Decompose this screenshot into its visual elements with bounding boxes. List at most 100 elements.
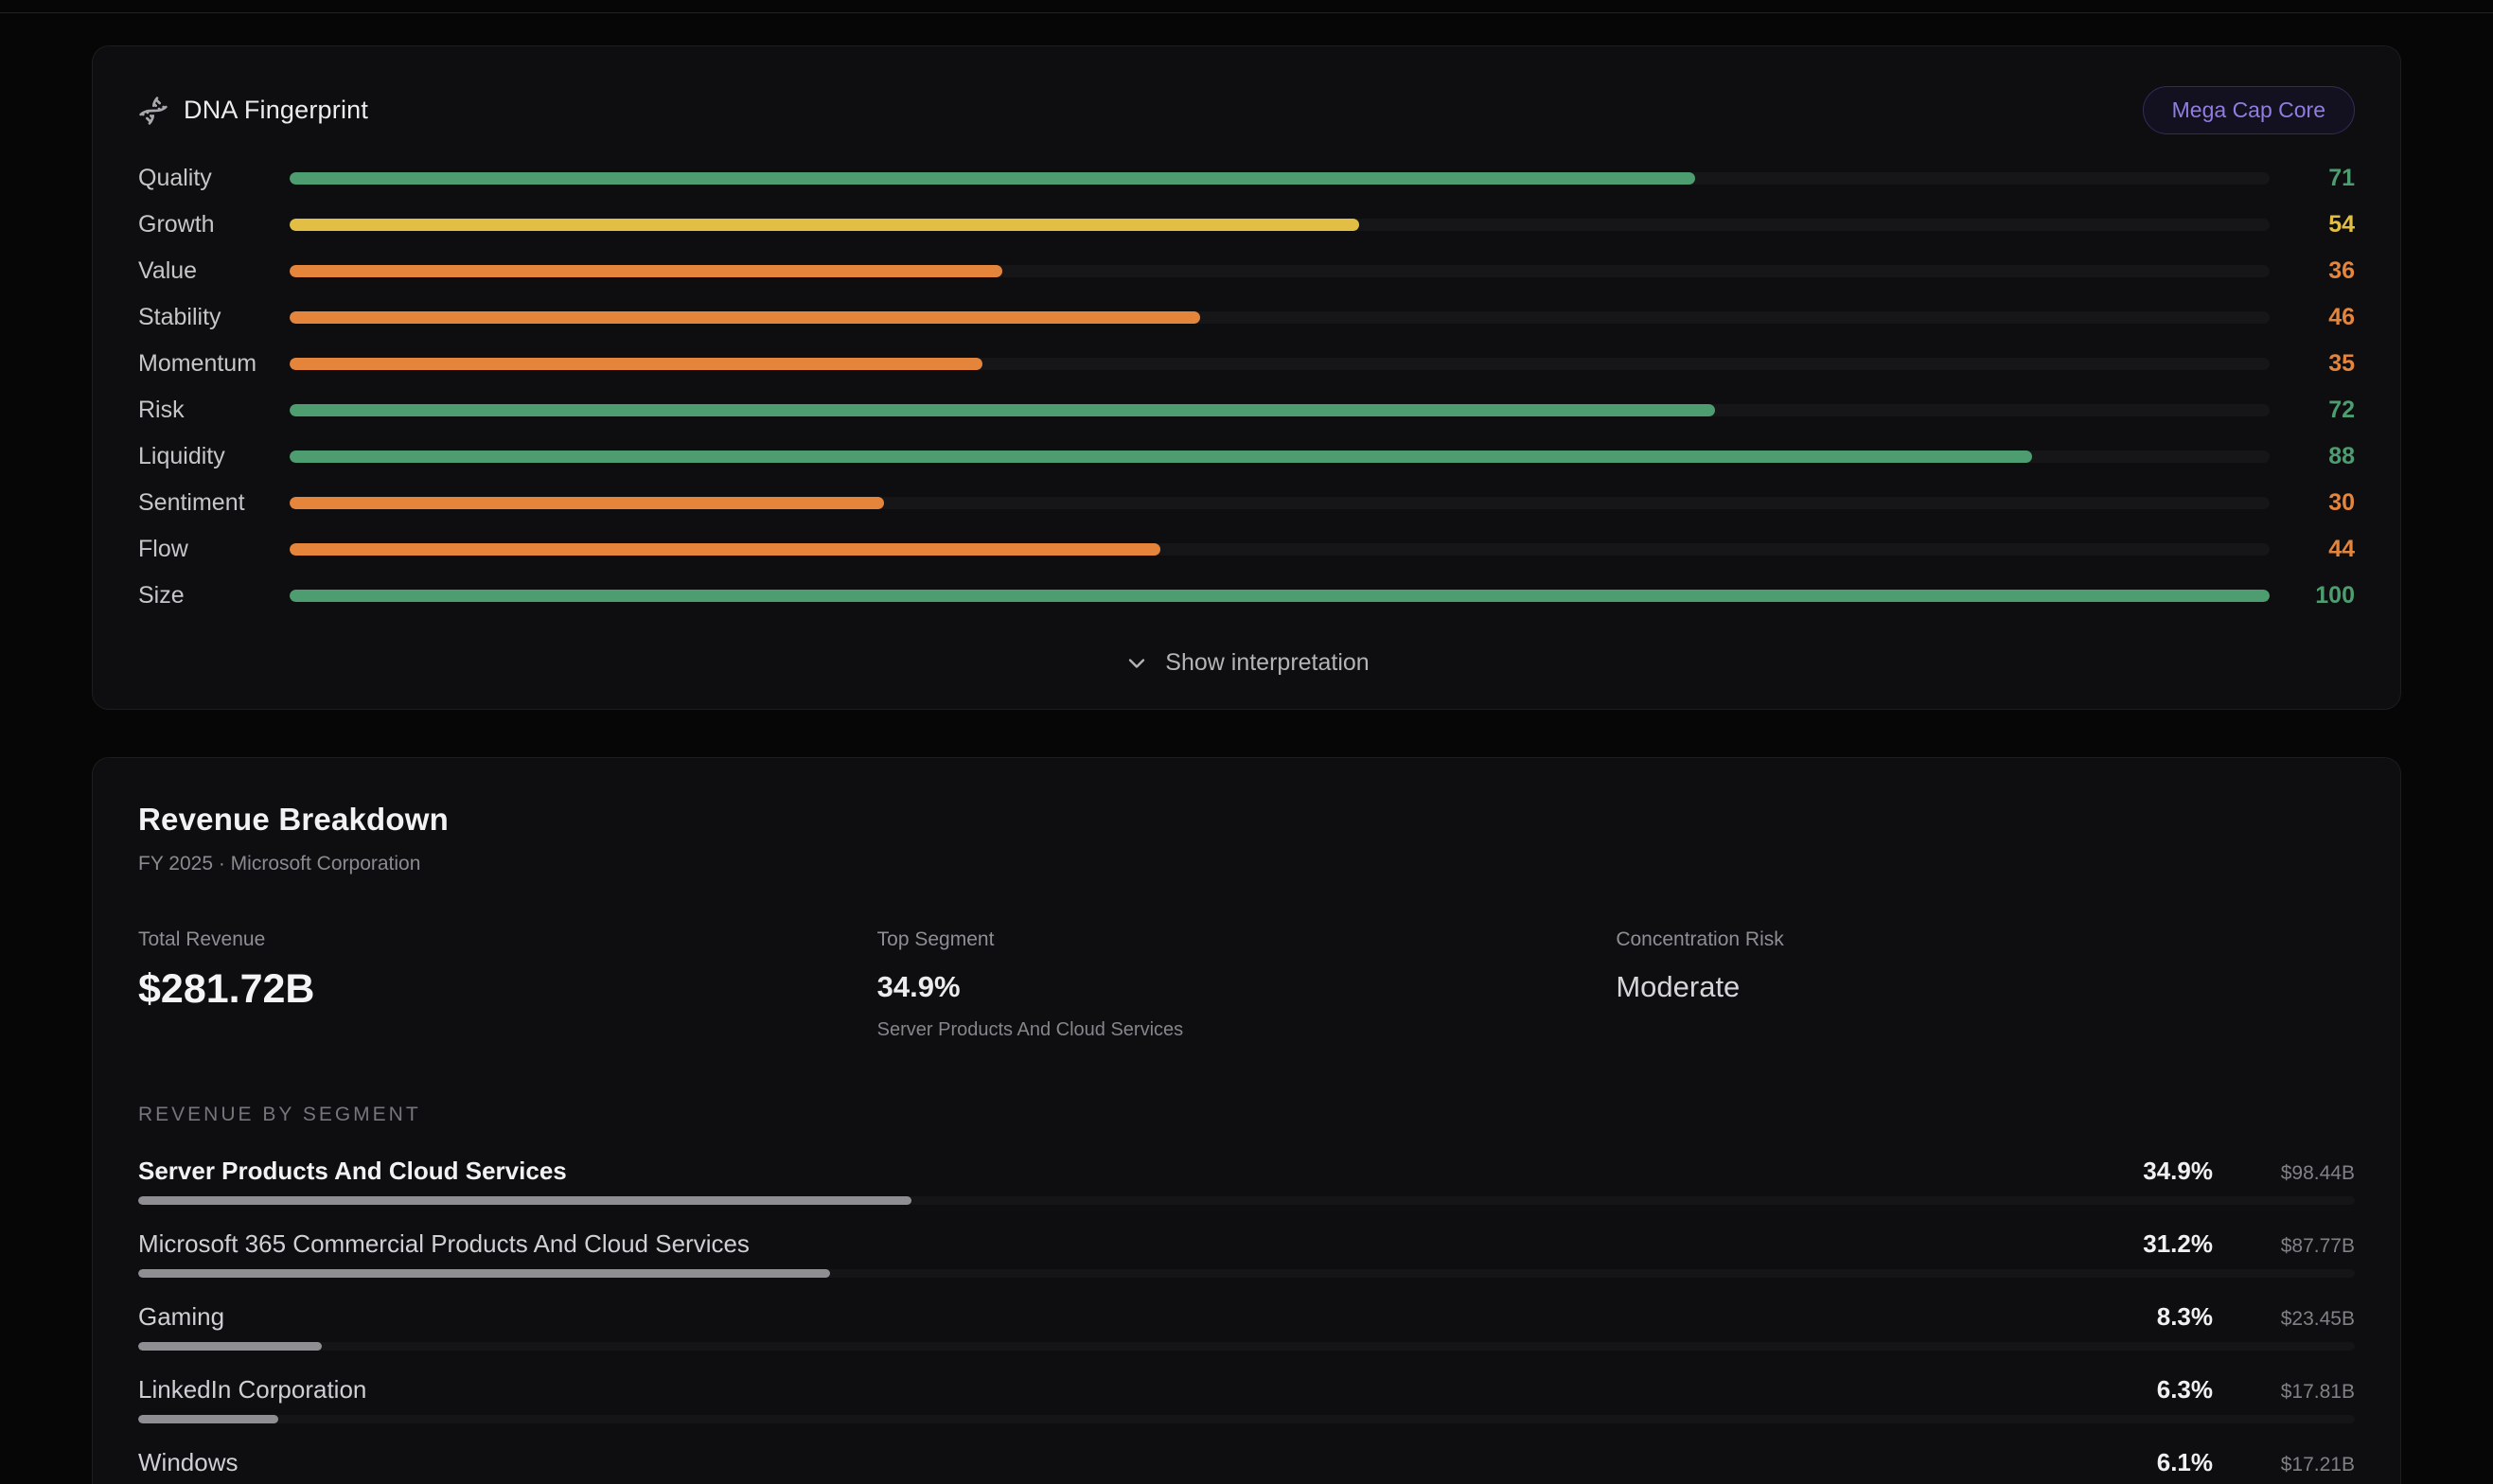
revenue-card-title: Revenue Breakdown: [138, 802, 450, 837]
metric-value: 46: [2328, 304, 2355, 330]
metric-bar-track: [290, 265, 2270, 277]
metric-label: Momentum: [138, 350, 257, 377]
metric-label: Size: [138, 582, 185, 609]
segment-percent: 31.2%: [2143, 1229, 2213, 1258]
dna-metric-row: Value 36: [138, 248, 2355, 294]
segment-bar-track: [138, 1269, 2355, 1278]
metric-bar-fill: [290, 358, 983, 370]
metric-bar-fill: [290, 265, 1003, 277]
segment-percent: 6.1%: [2156, 1448, 2213, 1476]
metric-label: Liquidity: [138, 443, 225, 469]
segment-amount: $23.45B: [2280, 1308, 2355, 1330]
metric-label: Quality: [138, 165, 212, 191]
metric-bar-fill: [290, 543, 1161, 556]
segment-row-head: Windows 6.1% $17.21B: [138, 1446, 2355, 1478]
segment-bar-track: [138, 1415, 2355, 1423]
stat-label: Concentration Risk: [1616, 928, 1784, 950]
segment-row: Gaming 8.3% $23.45B: [138, 1300, 2355, 1351]
metric-bar-track: [290, 219, 2270, 231]
segment-name: Microsoft 365 Commercial Products And Cl…: [138, 1229, 750, 1258]
metric-bar-track: [290, 497, 2270, 509]
segment-list: Server Products And Cloud Services 34.9%…: [138, 1155, 2355, 1484]
metric-value: 88: [2328, 443, 2355, 469]
segment-row-head: LinkedIn Corporation 6.3% $17.81B: [138, 1373, 2355, 1405]
total-revenue-value: $281.72B: [138, 966, 315, 1012]
metric-value: 30: [2328, 489, 2355, 516]
segment-bar-track: [138, 1342, 2355, 1351]
segment-percent: 6.3%: [2156, 1375, 2213, 1404]
mega-cap-core-badge[interactable]: Mega Cap Core: [2142, 86, 2355, 134]
dna-metric-row: Sentiment 30: [138, 480, 2355, 526]
dna-icon: [138, 96, 168, 126]
segment-row-head: Microsoft 365 Commercial Products And Cl…: [138, 1228, 2355, 1260]
metric-value: 44: [2328, 536, 2355, 562]
dna-card-title: DNA Fingerprint: [184, 96, 369, 124]
segment-bar-track: [138, 1196, 2355, 1205]
stat-total-revenue: Total Revenue $281.72B: [138, 928, 877, 1041]
chevron-down-icon: [1123, 650, 1150, 677]
dna-metric-row: Flow 44: [138, 526, 2355, 573]
top-divider: [0, 12, 2493, 13]
dna-metric-row: Growth 54: [138, 202, 2355, 248]
stat-top-segment: Top Segment 34.9% Server Products And Cl…: [877, 928, 1617, 1041]
segment-name: Server Products And Cloud Services: [138, 1157, 567, 1185]
metric-bar-track: [290, 590, 2270, 602]
show-interpretation-button[interactable]: Show interpretation: [138, 649, 2355, 677]
metric-bar-fill: [290, 404, 1716, 416]
metric-bar-fill: [290, 590, 2270, 602]
segment-amount: $17.81B: [2280, 1381, 2355, 1403]
metric-label: Risk: [138, 397, 185, 423]
revenue-breakdown-card: Revenue Breakdown FY 2025 · Microsoft Co…: [92, 757, 2401, 1484]
metric-bar-fill: [290, 497, 884, 509]
segment-row: Windows 6.1% $17.21B: [138, 1446, 2355, 1484]
segment-row: LinkedIn Corporation 6.3% $17.81B: [138, 1373, 2355, 1423]
dna-fingerprint-card: DNA Fingerprint Mega Cap Core Quality 71…: [92, 45, 2401, 710]
metric-label: Value: [138, 257, 198, 284]
revenue-stats-row: Total Revenue $281.72B Top Segment 34.9%…: [138, 928, 2355, 1041]
metric-value: 35: [2328, 350, 2355, 377]
metric-bar-track: [290, 404, 2270, 416]
segment-name: Gaming: [138, 1302, 225, 1331]
metric-bar-track: [290, 311, 2270, 324]
metric-bar-fill: [290, 219, 1359, 231]
dna-metric-row: Quality 71: [138, 155, 2355, 202]
dna-metric-row: Size 100: [138, 573, 2355, 619]
metric-label: Stability: [138, 304, 221, 330]
dna-card-header: DNA Fingerprint Mega Cap Core: [138, 86, 2355, 134]
metric-bar-track: [290, 358, 2270, 370]
segment-name: Windows: [138, 1448, 239, 1476]
stat-label: Top Segment: [876, 928, 995, 950]
dna-metric-list: Quality 71 Growth 54 Value 36 Stability …: [138, 155, 2355, 619]
stat-concentration-risk: Concentration Risk Moderate: [1616, 928, 2355, 1041]
segment-amount: $98.44B: [2280, 1162, 2355, 1184]
segment-amount: $17.21B: [2280, 1454, 2355, 1475]
revenue-card-subtitle: FY 2025 · Microsoft Corporation: [138, 853, 421, 874]
dna-metric-row: Liquidity 88: [138, 433, 2355, 480]
segment-bar-fill: [138, 1269, 830, 1278]
segment-row: Server Products And Cloud Services 34.9%…: [138, 1155, 2355, 1205]
revenue-by-segment-label: REVENUE BY SEGMENT: [138, 1104, 421, 1125]
metric-bar-fill: [290, 172, 1696, 185]
segment-row-head: Gaming 8.3% $23.45B: [138, 1300, 2355, 1333]
segment-percent: 34.9%: [2143, 1157, 2213, 1185]
stat-label: Total Revenue: [138, 928, 266, 950]
segment-bar-fill: [138, 1415, 278, 1423]
metric-value: 71: [2328, 165, 2355, 191]
dna-metric-row: Risk 72: [138, 387, 2355, 433]
concentration-risk-value: Moderate: [1616, 970, 1741, 1003]
dna-metric-row: Momentum 35: [138, 341, 2355, 387]
metric-bar-fill: [290, 311, 1201, 324]
dna-metric-row: Stability 46: [138, 294, 2355, 341]
metric-bar-track: [290, 450, 2270, 463]
segment-percent: 8.3%: [2156, 1302, 2213, 1331]
metric-bar-fill: [290, 450, 2032, 463]
segment-row: Microsoft 365 Commercial Products And Cl…: [138, 1228, 2355, 1278]
top-segment-value: 34.9%: [876, 970, 961, 1003]
top-segment-name: Server Products And Cloud Services: [876, 1019, 1184, 1040]
segment-name: LinkedIn Corporation: [138, 1375, 367, 1404]
metric-label: Flow: [138, 536, 188, 562]
segment-row-head: Server Products And Cloud Services 34.9%…: [138, 1155, 2355, 1187]
metric-label: Sentiment: [138, 489, 245, 516]
metric-bar-track: [290, 543, 2270, 556]
